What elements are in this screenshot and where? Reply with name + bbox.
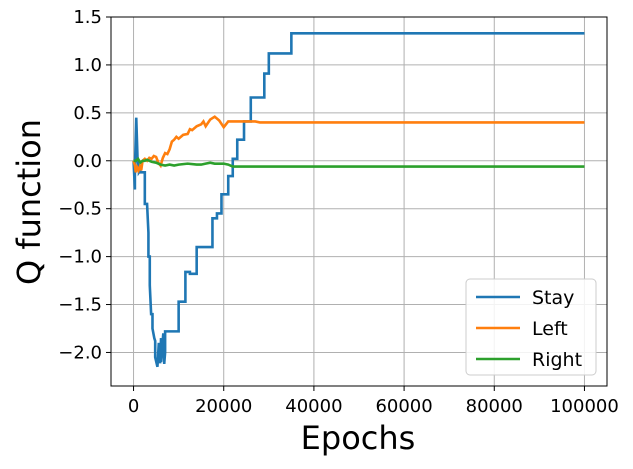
series-line-right bbox=[133, 156, 585, 168]
y-axis-label: Q function bbox=[10, 119, 48, 285]
axes bbox=[106, 16, 608, 391]
x-tick-label: 0 bbox=[128, 396, 139, 417]
plot-lines bbox=[132, 31, 585, 368]
y-tick-label: −1.0 bbox=[58, 247, 102, 268]
series-line-stay bbox=[132, 31, 585, 368]
x-tick-label: 40000 bbox=[285, 396, 342, 417]
y-tick-label: −1.5 bbox=[58, 295, 102, 316]
y-tick-label: 0.0 bbox=[73, 151, 102, 172]
y-tick-label: 1.0 bbox=[73, 55, 102, 76]
legend-label-right: Right bbox=[532, 349, 582, 371]
legend: Stay Left Right bbox=[465, 278, 597, 376]
legend-box bbox=[465, 278, 597, 376]
x-tick-label: 100000 bbox=[550, 396, 619, 417]
y-tick-label: −0.5 bbox=[58, 199, 102, 220]
x-tick-label: 20000 bbox=[195, 396, 252, 417]
legend-label-stay: Stay bbox=[532, 287, 574, 309]
tick-labels: 0 20000 40000 60000 80000 100000 1.5 1.0 0.5 0.0 −… bbox=[58, 7, 619, 417]
x-tick-label: 80000 bbox=[466, 396, 523, 417]
plot-frame bbox=[110, 16, 608, 387]
y-tick-label: 1.5 bbox=[73, 7, 102, 28]
x-tick-label: 60000 bbox=[375, 396, 432, 417]
legend-label-left: Left bbox=[532, 318, 568, 340]
x-axis-label: Epochs bbox=[301, 419, 416, 457]
y-tick-label: 0.5 bbox=[73, 103, 102, 124]
y-tick-label: −2.0 bbox=[58, 342, 102, 363]
